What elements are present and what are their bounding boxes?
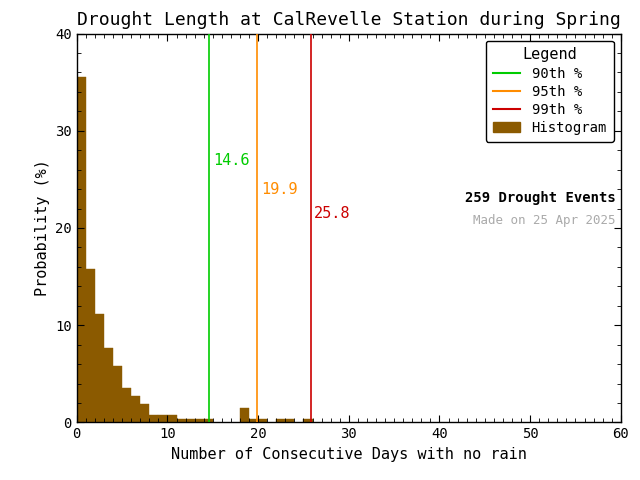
Bar xyxy=(258,419,268,422)
Bar xyxy=(195,419,204,422)
Text: 25.8: 25.8 xyxy=(314,206,351,221)
Bar xyxy=(140,404,149,422)
Bar xyxy=(285,419,294,422)
Y-axis label: Probability (%): Probability (%) xyxy=(35,159,50,297)
Bar xyxy=(95,313,104,422)
Bar xyxy=(113,366,122,422)
Bar xyxy=(168,415,177,422)
Bar xyxy=(204,419,212,422)
Bar xyxy=(303,419,312,422)
Bar xyxy=(158,415,168,422)
Bar xyxy=(149,415,158,422)
Bar xyxy=(86,269,95,422)
Text: 14.6: 14.6 xyxy=(212,153,250,168)
Text: 259 Drought Events: 259 Drought Events xyxy=(465,191,615,205)
Title: Drought Length at CalRevelle Station during Spring: Drought Length at CalRevelle Station dur… xyxy=(77,11,621,29)
Bar xyxy=(104,348,113,422)
X-axis label: Number of Consecutive Days with no rain: Number of Consecutive Days with no rain xyxy=(171,447,527,462)
Bar xyxy=(131,396,140,422)
Bar xyxy=(122,388,131,422)
Bar xyxy=(77,77,86,422)
Bar xyxy=(186,419,195,422)
Bar xyxy=(240,408,249,422)
Text: 19.9: 19.9 xyxy=(261,182,298,197)
Bar xyxy=(249,419,258,422)
Legend: 90th %, 95th %, 99th %, Histogram: 90th %, 95th %, 99th %, Histogram xyxy=(486,40,614,142)
Bar xyxy=(177,419,186,422)
Bar xyxy=(276,419,285,422)
Text: Made on 25 Apr 2025: Made on 25 Apr 2025 xyxy=(473,215,615,228)
